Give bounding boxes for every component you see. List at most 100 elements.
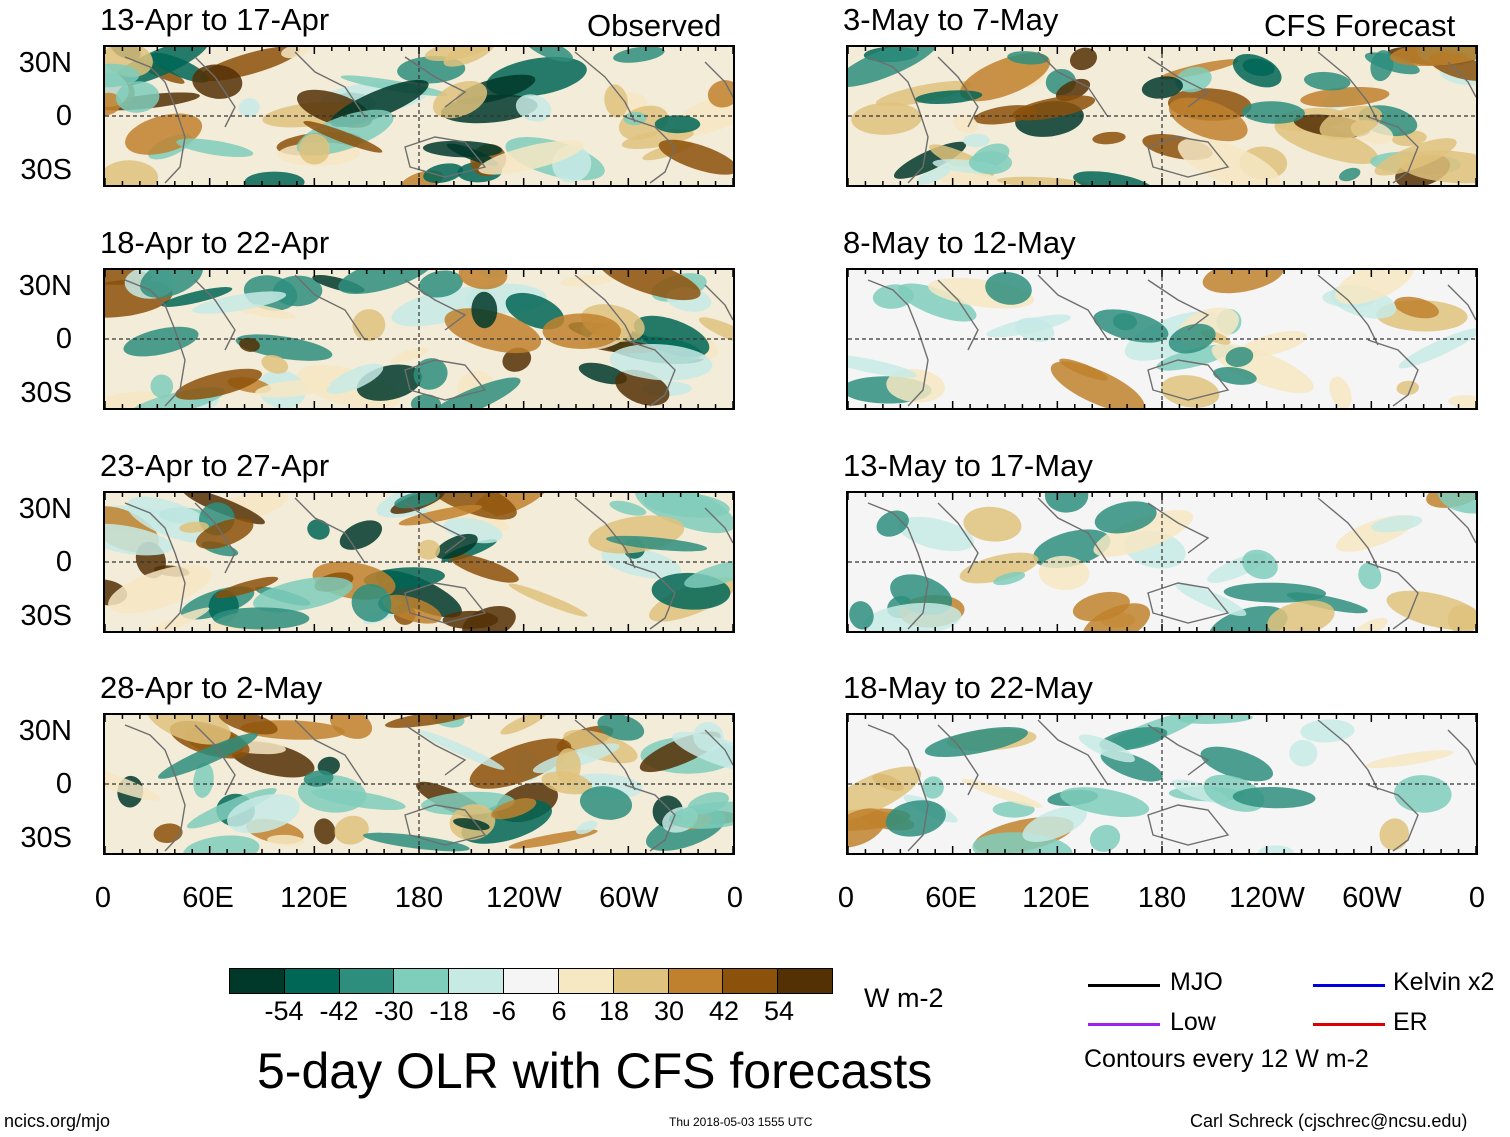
olr-anomaly-blob <box>560 274 614 287</box>
olr-anomaly-blob <box>1092 131 1126 145</box>
olr-anomaly-blob <box>478 140 584 175</box>
olr-anomaly-blob <box>993 571 1026 586</box>
olr-anomaly-blob <box>848 808 887 848</box>
coastline <box>1147 724 1210 776</box>
olr-anomaly-blob <box>1242 549 1278 580</box>
olr-anomaly-field <box>105 715 733 853</box>
olr-anomaly-blob <box>885 800 946 837</box>
coastline <box>867 279 929 407</box>
olr-anomaly-blob <box>145 715 231 745</box>
olr-anomaly-blob <box>886 369 945 403</box>
olr-anomaly-blob <box>453 818 490 831</box>
olr-anomaly-blob <box>389 347 429 364</box>
olr-anomaly-blob <box>872 284 914 309</box>
olr-anomaly-blob <box>1338 167 1361 182</box>
olr-anomaly-blob <box>105 523 173 556</box>
olr-anomaly-blob <box>916 166 951 185</box>
olr-anomaly-blob <box>684 559 733 588</box>
legend-line-er <box>1313 1023 1385 1026</box>
olr-anomaly-blob <box>339 520 383 550</box>
olr-anomaly-blob <box>1141 76 1183 99</box>
olr-anomaly-blob <box>604 84 628 118</box>
olr-anomaly-blob <box>1050 361 1145 408</box>
olr-anomaly-blob <box>876 510 909 537</box>
olr-anomaly-blob <box>469 738 572 789</box>
coastline <box>574 719 636 791</box>
olr-anomaly-blob <box>851 102 922 135</box>
olr-anomaly-blob <box>212 607 310 630</box>
coastline <box>624 116 676 184</box>
lat-label: 30N <box>18 493 72 525</box>
olr-anomaly-blob <box>992 801 1035 818</box>
olr-anomaly-blob <box>1437 493 1476 514</box>
olr-anomaly-blob <box>161 287 233 307</box>
olr-anomaly-blob <box>432 81 488 119</box>
olr-anomaly-blob <box>1374 138 1457 176</box>
olr-anomaly-blob <box>1060 787 1150 817</box>
lat-label: 30S <box>20 154 72 186</box>
coastline <box>1147 582 1230 624</box>
olr-anomaly-blob <box>1069 47 1098 71</box>
olr-anomaly-blob <box>609 344 713 381</box>
coastline <box>937 279 979 351</box>
olr-anomaly-blob <box>875 80 972 107</box>
olr-anomaly-blob <box>1241 101 1305 124</box>
footer-author: Carl Schreck (cjschrec@ncsu.edu) <box>1190 1111 1468 1131</box>
coastline <box>124 502 186 630</box>
coastline <box>294 51 366 118</box>
olr-anomaly-blob <box>351 583 392 623</box>
coastline <box>574 274 636 346</box>
olr-anomaly-field <box>848 715 1476 853</box>
panel-title: 18-May to 22-May <box>843 670 1093 705</box>
coastline <box>124 724 186 852</box>
olr-anomaly-blob <box>658 139 733 175</box>
olr-anomaly-blob <box>968 151 1013 175</box>
olr-anomaly-field <box>105 493 733 631</box>
olr-anomaly-blob <box>515 94 552 122</box>
coastline <box>1367 784 1419 852</box>
coastline <box>1147 502 1210 554</box>
coastline <box>574 51 636 123</box>
coastline <box>404 136 487 178</box>
olr-anomaly-blob <box>238 98 260 117</box>
panel-title: 8-May to 12-May <box>843 225 1076 260</box>
olr-anomaly-blob <box>115 81 160 113</box>
lat-label: 0 <box>55 100 72 132</box>
coastline <box>404 502 467 554</box>
olr-anomaly-blob <box>654 115 701 134</box>
colorbar-tick-label: -54 <box>264 996 304 1026</box>
coastline <box>1037 274 1109 341</box>
footer-url[interactable]: ncics.org/mjo <box>4 1111 111 1131</box>
olr-anomaly-blob <box>424 377 521 408</box>
coastline <box>1367 562 1419 630</box>
olr-colorbar <box>229 968 833 994</box>
colorbar-tick-label: 30 <box>653 996 685 1026</box>
olr-map-panel <box>103 491 735 633</box>
olr-map-panel <box>846 268 1478 410</box>
coastline <box>194 724 236 796</box>
olr-anomaly-blob <box>578 362 628 385</box>
lon-label: 60W <box>599 882 659 914</box>
legend-label-low: Low <box>1170 1008 1216 1036</box>
coastline <box>1147 136 1230 178</box>
forecast-label: CFS Forecast <box>1264 8 1456 43</box>
olr-anomaly-blob <box>1073 171 1155 185</box>
olr-anomaly-blob <box>422 493 517 520</box>
olr-anomaly-blob <box>961 778 1043 808</box>
lon-label: 0 <box>837 882 855 914</box>
coastline <box>1317 51 1379 123</box>
coastline <box>404 724 467 776</box>
olr-anomaly-blob <box>183 835 260 853</box>
olr-anomaly-blob <box>898 283 977 322</box>
coastline <box>124 279 186 407</box>
olr-anomaly-blob <box>255 379 331 398</box>
olr-anomaly-blob <box>1082 603 1151 631</box>
colorbar-swatch <box>778 969 832 993</box>
olr-anomaly-blob <box>924 727 1028 757</box>
olr-anomaly-blob <box>1094 501 1157 534</box>
olr-anomaly-blob <box>959 552 1039 584</box>
lat-label: 30N <box>18 270 72 302</box>
olr-anomaly-blob <box>1175 66 1212 93</box>
olr-anomaly-blob <box>1177 138 1281 185</box>
lat-label: 30N <box>18 47 72 79</box>
